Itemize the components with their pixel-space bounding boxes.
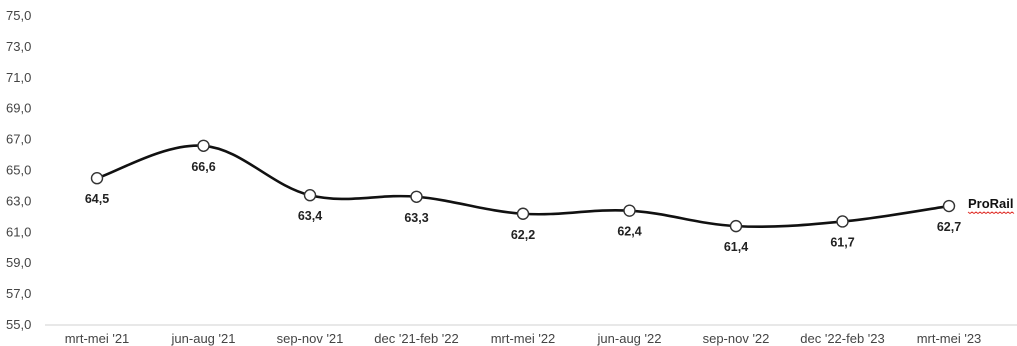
- y-axis-ticks: 55,0 57,0 59,0 61,0 63,0 65,0 67,0 69,0 71,0 73,0…: [6, 8, 31, 332]
- x-tick-label: dec '22-feb '23: [800, 331, 884, 346]
- y-tick-label: 61,0: [6, 224, 31, 239]
- y-tick-label: 65,0: [6, 163, 31, 178]
- data-point: [410, 190, 423, 203]
- x-axis-ticks: mrt-mei '21 jun-aug '21 sep-nov '21 dec '21…: [65, 331, 982, 346]
- spellcheck-underline: [967, 211, 1015, 215]
- data-label: 62,4: [617, 225, 641, 239]
- series-name-label: ProRail: [968, 196, 1014, 211]
- data-labels: 64,5 66,6 63,4 63,3 62,2 62,4 61,4 61,7 62,7: [85, 160, 961, 254]
- data-label: 62,7: [937, 220, 961, 234]
- data-point: [942, 199, 956, 213]
- data-points: [90, 139, 956, 233]
- data-label: 63,3: [404, 211, 428, 225]
- series-name-group: ProRail: [967, 196, 1015, 215]
- data-label: 62,2: [511, 228, 535, 242]
- y-tick-label: 69,0: [6, 101, 31, 116]
- y-tick-label: 57,0: [6, 286, 31, 301]
- x-tick-label: mrt-mei '23: [917, 331, 982, 346]
- data-point: [729, 219, 743, 233]
- data-point: [197, 139, 210, 152]
- y-tick-label: 71,0: [6, 70, 31, 85]
- y-tick-label: 55,0: [6, 317, 31, 332]
- data-label: 63,4: [298, 209, 322, 223]
- y-tick-label: 59,0: [6, 255, 31, 270]
- data-point: [516, 207, 530, 220]
- y-tick-label: 63,0: [6, 193, 31, 208]
- y-tick-label: 67,0: [6, 132, 31, 147]
- data-point: [836, 215, 849, 228]
- x-tick-label: mrt-mei '22: [491, 331, 556, 346]
- data-label: 61,4: [724, 240, 748, 254]
- x-tick-label: jun-aug '21: [171, 331, 236, 346]
- data-label: 66,6: [191, 160, 215, 174]
- x-tick-label: jun-aug '22: [597, 331, 662, 346]
- x-tick-label: dec '21-feb '22: [374, 331, 458, 346]
- data-point: [90, 172, 104, 185]
- data-label: 61,7: [830, 235, 854, 249]
- y-tick-label: 73,0: [6, 39, 31, 54]
- x-tick-label: sep-nov '21: [277, 331, 344, 346]
- x-tick-label: sep-nov '22: [703, 331, 770, 346]
- data-point: [303, 189, 317, 202]
- x-tick-label: mrt-mei '21: [65, 331, 130, 346]
- y-tick-label: 75,0: [6, 8, 31, 23]
- data-point: [623, 204, 636, 217]
- data-label: 64,5: [85, 192, 109, 206]
